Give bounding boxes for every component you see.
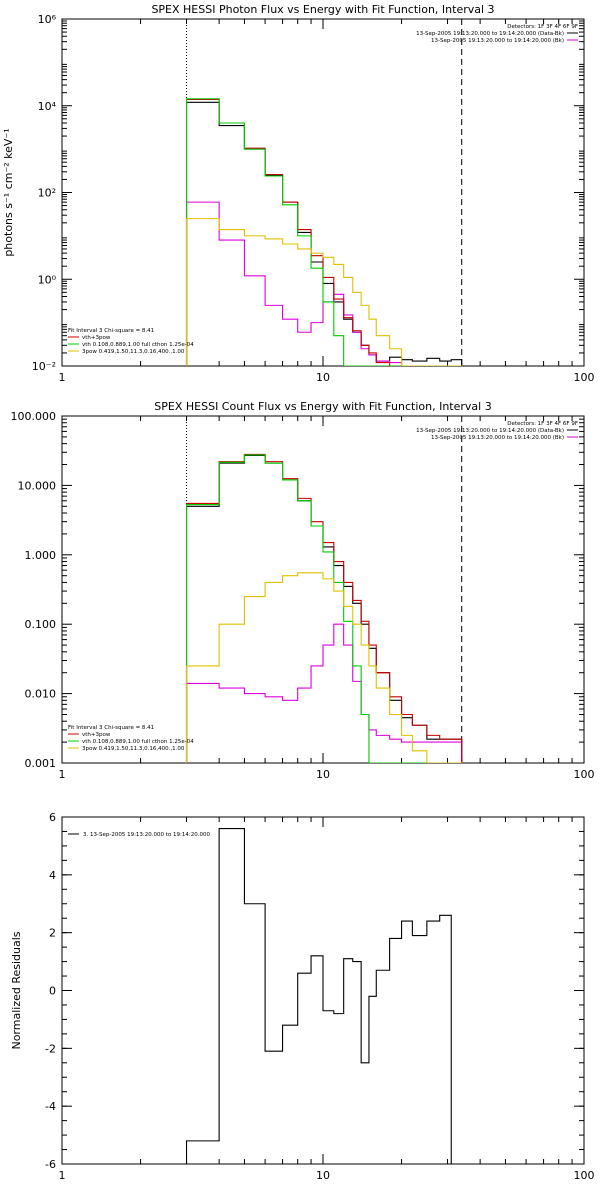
y-tick-label: 10⁴ bbox=[38, 100, 57, 113]
y-tick-label: 100.000 bbox=[11, 410, 57, 423]
y-tick-label: -4 bbox=[45, 1100, 56, 1113]
fit-component: 3pow 0.419,1.50,11.3,0.16,400.,1.00 bbox=[82, 746, 185, 752]
fit-component: vth+3pow bbox=[82, 335, 111, 341]
chart-title: SPEX HESSI Photon Flux vs Energy with Fi… bbox=[151, 3, 494, 16]
y-tick-label: 0.001 bbox=[25, 757, 57, 770]
series-group bbox=[185, 453, 463, 763]
series-line-red bbox=[185, 453, 463, 763]
legend-entry: 13-Sep-2005 19:13:20.000 to 19:14:20.000… bbox=[416, 31, 564, 37]
legend-entry: 3. 13-Sep-2005 19:13:20.000 to 19:14:20.… bbox=[83, 832, 210, 838]
legend-entry: 13-Sep-2005 19:13:20.000 to 19:14:20.000… bbox=[416, 428, 564, 434]
chart-panel-2: SPEX HESSI Count Flux vs Energy with Fit… bbox=[11, 400, 595, 781]
series-line-black bbox=[185, 101, 463, 366]
detectors-label: Detectors: 1F 3F 4F 6F 9F bbox=[507, 421, 578, 427]
y-tick-label: 10⁰ bbox=[38, 273, 57, 286]
detectors-label: Detectors: 1F 3F 4F 6F 9F bbox=[507, 24, 578, 30]
fit-component: vth 0.108,0.889,1.00 full cthon 1.25e-04 bbox=[82, 342, 194, 348]
x-tick-label: 10 bbox=[316, 371, 330, 384]
y-tick-label: 0 bbox=[49, 985, 56, 998]
chart-title: SPEX HESSI Count Flux vs Energy with Fit… bbox=[154, 400, 491, 413]
series-line-yellow bbox=[185, 218, 463, 366]
series-group bbox=[185, 828, 463, 1164]
series-line-red bbox=[185, 98, 463, 366]
x-tick-label: 100 bbox=[574, 371, 595, 384]
series-line-green bbox=[185, 98, 463, 366]
series-line-black bbox=[185, 828, 463, 1164]
y-tick-label: 2 bbox=[49, 927, 56, 940]
y-tick-label: 10² bbox=[38, 187, 56, 200]
x-tick-label: 100 bbox=[574, 768, 595, 781]
x-tick-label: 1 bbox=[59, 768, 66, 781]
series-line-green bbox=[185, 454, 463, 763]
plot-frame bbox=[61, 415, 585, 764]
y-tick-label: -6 bbox=[45, 1158, 56, 1171]
legend-entry: 13-Sep-2005 19:13:20.000 to 19:14:20.000… bbox=[431, 38, 564, 44]
y-tick-label: 10⁶ bbox=[38, 13, 57, 26]
x-tick-label: 10 bbox=[316, 768, 330, 781]
y-tick-label: 10⁻² bbox=[32, 360, 56, 373]
series-line-magenta bbox=[185, 201, 463, 366]
y-tick-label: 1.000 bbox=[25, 549, 57, 562]
series-line-magenta bbox=[185, 623, 463, 763]
fit-summary: Fit Interval 3 Chi-square = 8.41 bbox=[68, 725, 154, 731]
y-tick-label: -2 bbox=[45, 1042, 56, 1055]
x-tick-label: 100 bbox=[574, 1169, 595, 1182]
fit-summary: Fit Interval 3 Chi-square = 8.41 bbox=[68, 328, 154, 334]
chart-panel-1: SPEX HESSI Photon Flux vs Energy with Fi… bbox=[2, 3, 595, 384]
y-tick-label: 6 bbox=[49, 811, 56, 824]
x-tick-label: 10 bbox=[316, 1169, 330, 1182]
y-axis-label: Normalized Residuals bbox=[10, 931, 23, 1049]
series-line-yellow bbox=[185, 572, 463, 763]
y-axis-label: photons s⁻¹ cm⁻² keV⁻¹ bbox=[2, 128, 15, 256]
fit-component: vth+3pow bbox=[82, 732, 111, 738]
series-line-black bbox=[185, 454, 463, 763]
x-tick-label: 1 bbox=[59, 371, 66, 384]
fit-component: 3pow 0.419,1.50,11.3,0.16,400.,1.00 bbox=[82, 349, 185, 355]
chart-panel-3: 1 10 100 -6 -4 -2 0 2 4 6 Normalized Residuals 3. 1… bbox=[10, 811, 595, 1182]
y-tick-label: 0.010 bbox=[25, 688, 57, 701]
y-tick-label: 10.000 bbox=[18, 479, 57, 492]
fit-component: vth 0.108,0.889,1.00 full cthon 1.25e-04 bbox=[82, 739, 194, 745]
legend-entry: 13-Sep-2005 19:13:20.000 to 19:14:20.000… bbox=[431, 435, 564, 441]
x-tick-label: 1 bbox=[59, 1169, 66, 1182]
y-tick-label: 0.100 bbox=[25, 618, 57, 631]
y-tick-label: 4 bbox=[49, 869, 56, 882]
series-group bbox=[185, 98, 463, 366]
